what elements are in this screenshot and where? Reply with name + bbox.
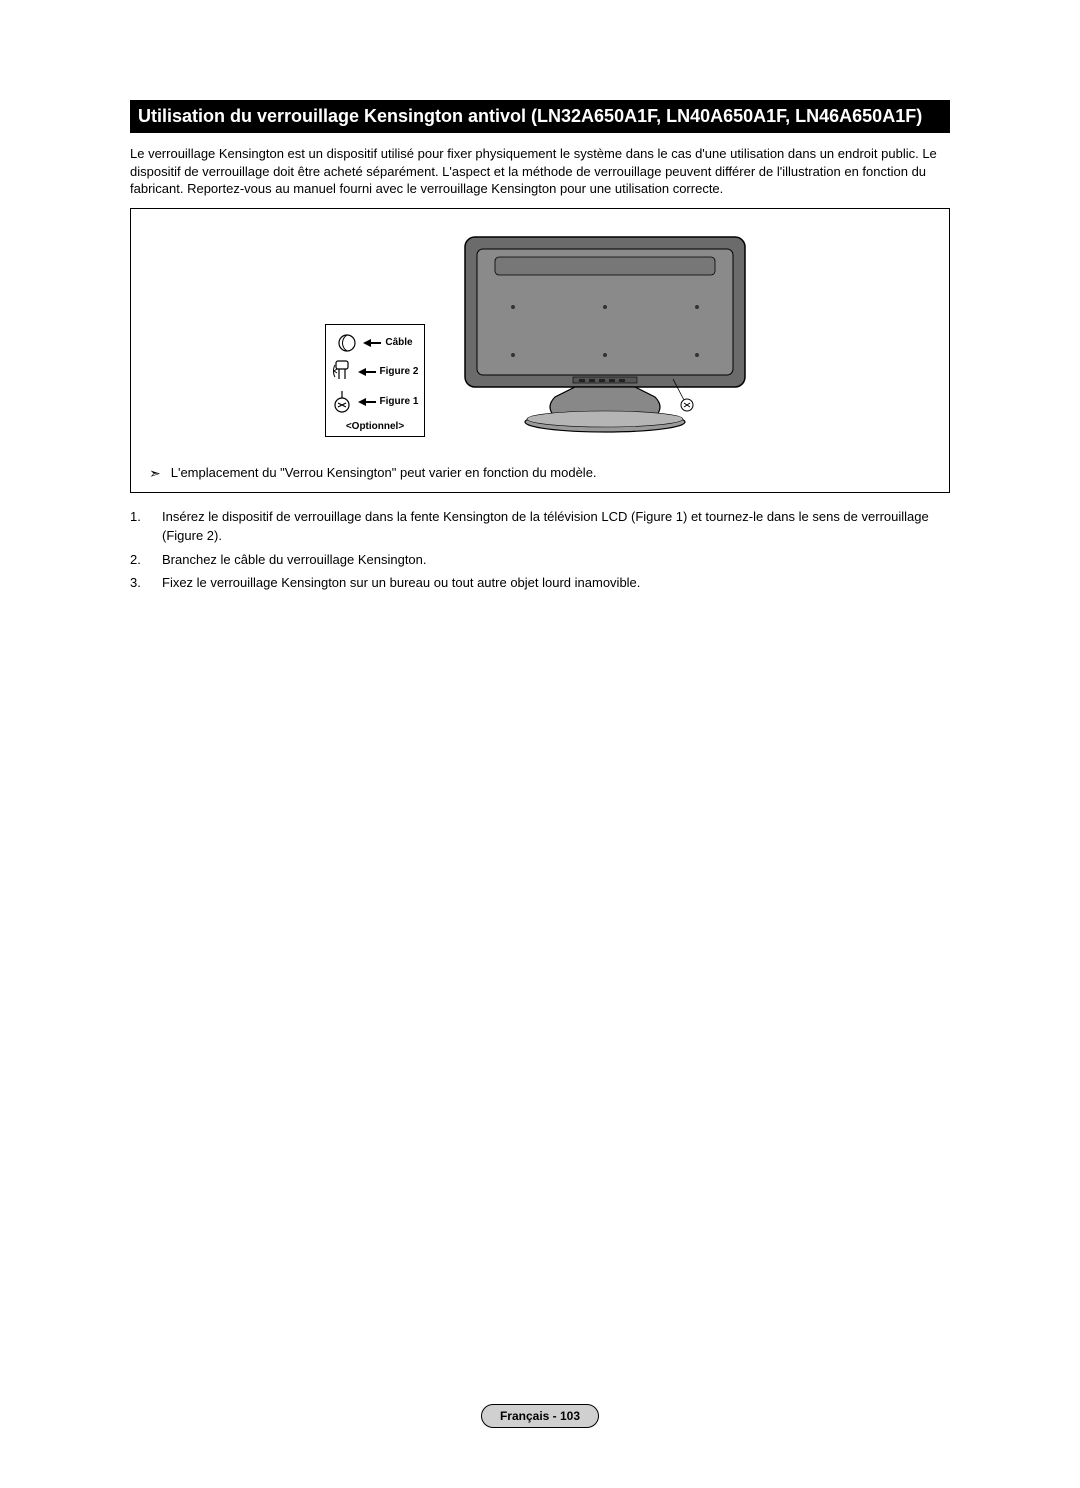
figure1-label: Figure 1 bbox=[380, 396, 419, 407]
note-row: ➣ L'emplacement du "Verrou Kensington" p… bbox=[149, 465, 931, 480]
intro-paragraph: Le verrouillage Kensington est un dispos… bbox=[130, 145, 950, 198]
step-text: Insérez le dispositif de verrouillage da… bbox=[162, 507, 950, 546]
arrow-left-icon bbox=[363, 339, 381, 347]
step-item: 1. Insérez le dispositif de verrouillage… bbox=[130, 507, 950, 546]
page-title: Utilisation du verrouillage Kensington a… bbox=[130, 100, 950, 133]
step-number: 2. bbox=[130, 550, 144, 570]
lock-body-icon bbox=[332, 359, 352, 385]
arrow-left-icon bbox=[358, 398, 376, 406]
note-arrow-icon: ➣ bbox=[149, 466, 161, 480]
optional-label: <Optionnel> bbox=[346, 421, 404, 432]
step-number: 3. bbox=[130, 573, 144, 593]
step-text: Fixez le verrouillage Kensington sur un … bbox=[162, 573, 640, 593]
step-item: 3. Fixez le verrouillage Kensington sur … bbox=[130, 573, 950, 593]
step-text: Branchez le câble du verrouillage Kensin… bbox=[162, 550, 427, 570]
figure-container: Câble Figure 2 bbox=[130, 208, 950, 493]
cable-row: Câble bbox=[337, 333, 412, 353]
arrow-left-icon bbox=[358, 368, 376, 376]
figure-area: Câble Figure 2 bbox=[149, 227, 931, 437]
page-footer: Français - 103 bbox=[130, 1404, 950, 1428]
tv-rear-illustration bbox=[455, 227, 755, 437]
note-text: L'emplacement du "Verrou Kensington" peu… bbox=[171, 465, 597, 480]
lock-tip-icon bbox=[332, 391, 352, 413]
steps-list: 1. Insérez le dispositif de verrouillage… bbox=[130, 507, 950, 597]
figure1-row: Figure 1 bbox=[332, 391, 419, 413]
page: Utilisation du verrouillage Kensington a… bbox=[0, 0, 1080, 1488]
figure2-label: Figure 2 bbox=[380, 366, 419, 377]
figure2-row: Figure 2 bbox=[332, 359, 419, 385]
lock-diagram: Câble Figure 2 bbox=[325, 324, 426, 437]
footer-pill: Français - 103 bbox=[481, 1404, 599, 1428]
cable-icon bbox=[337, 333, 357, 353]
step-item: 2. Branchez le câble du verrouillage Ken… bbox=[130, 550, 950, 570]
step-number: 1. bbox=[130, 507, 144, 546]
cable-label: Câble bbox=[385, 337, 412, 348]
